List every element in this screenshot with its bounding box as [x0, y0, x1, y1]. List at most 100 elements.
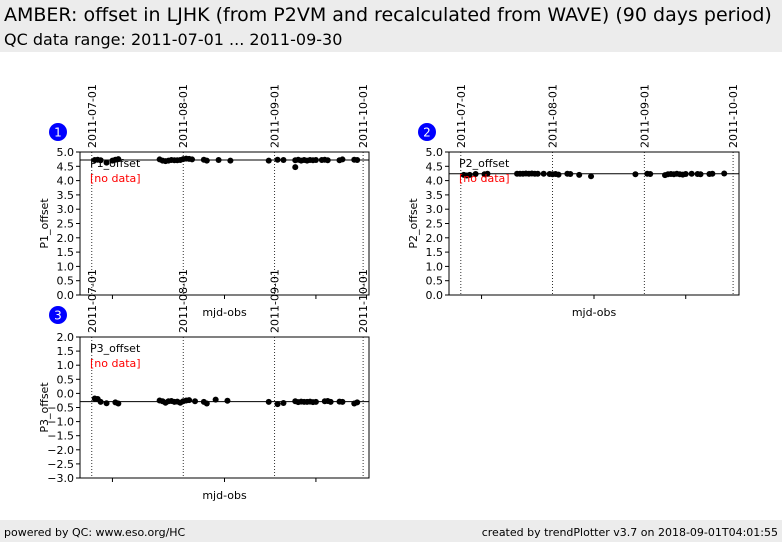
data-point	[312, 398, 319, 405]
y-tick-label: 4.0	[57, 175, 75, 188]
chart-panel-2: 2011-07-01 2011-08-01 2011-09-01 2011-10-01…	[407, 84, 740, 319]
date-tick-label: 2011-07-01	[455, 84, 468, 148]
y-tick-label: −3.0	[47, 472, 74, 485]
footer: powered by QC: www.eso.org/HC created by…	[0, 520, 782, 542]
data-point	[97, 157, 104, 164]
data-point	[212, 396, 219, 403]
x-axis-label: mjd-obs	[572, 306, 617, 319]
panel-number: 1	[54, 126, 62, 140]
chart-panel-1: 2011-07-01 2011-08-01 2011-09-01 2011-10-01…	[38, 84, 370, 319]
data-point	[540, 170, 547, 177]
footer-credit: powered by QC: www.eso.org/HC	[4, 526, 186, 539]
y-tick-label: 0.5	[57, 275, 75, 288]
panel-number-badge	[49, 306, 67, 324]
y-tick-label: 5.0	[426, 146, 444, 159]
y-tick-label: −1.0	[47, 416, 74, 429]
data-point	[555, 171, 562, 178]
no-data-label: [no data]	[90, 357, 141, 370]
y-tick-label: 1.5	[57, 345, 75, 358]
series-label: P2_offset	[459, 157, 510, 170]
data-point	[339, 156, 346, 163]
y-tick-label: 2.0	[57, 232, 75, 245]
y-tick-label: 3.0	[57, 203, 75, 216]
no-data-label: [no data]	[459, 172, 510, 185]
y-tick-label: 4.5	[57, 160, 75, 173]
footer-generator: created by trendPlotter v3.7 on 2018-09-…	[481, 526, 778, 539]
date-tick-label: 2011-10-01	[727, 84, 740, 148]
y-tick-label: 3.5	[426, 189, 444, 202]
data-point	[265, 398, 272, 405]
series-label: P3_offset	[90, 342, 141, 355]
date-tick-label: 2011-08-01	[177, 269, 190, 333]
y-tick-label: 3.5	[57, 189, 75, 202]
panel-number-badge	[49, 123, 67, 141]
data-point	[189, 156, 196, 163]
y-tick-label: 1.0	[57, 260, 75, 273]
y-tick-label: 0.0	[57, 289, 75, 302]
y-axis-label: P1_offset	[38, 198, 51, 249]
data-point	[292, 164, 299, 171]
data-point	[97, 398, 104, 405]
data-point	[567, 171, 574, 178]
data-point	[354, 399, 361, 406]
data-point	[339, 398, 346, 405]
x-axis-label: mjd-obs	[202, 306, 247, 319]
data-point	[484, 170, 491, 177]
data-point	[576, 171, 583, 178]
y-tick-label: −2.0	[47, 444, 74, 457]
page-subtitle: QC data range: 2011-07-01 ... 2011-09-30	[4, 30, 343, 49]
data-point	[682, 171, 689, 178]
data-point	[203, 157, 210, 164]
y-tick-label: 0.0	[426, 289, 444, 302]
data-point	[534, 170, 541, 177]
y-tick-label: 1.0	[57, 359, 75, 372]
y-tick-label: 2.0	[426, 232, 444, 245]
data-point	[186, 397, 193, 404]
date-tick-label: 2011-08-01	[177, 84, 190, 148]
y-tick-label: 0.5	[57, 373, 75, 386]
data-point	[227, 157, 234, 164]
panel-number: 3	[54, 309, 62, 323]
plot-frame	[79, 151, 370, 296]
data-point	[632, 171, 639, 178]
data-point	[115, 400, 122, 407]
data-point	[324, 157, 331, 164]
data-point	[466, 171, 473, 178]
x-axis-label: mjd-obs	[202, 489, 247, 502]
y-tick-label: −1.5	[47, 430, 74, 443]
data-point	[697, 171, 704, 178]
y-tick-label: −0.5	[47, 402, 74, 415]
page-title: AMBER: offset in LJHK (from P2VM and rec…	[4, 4, 772, 26]
y-tick-label: 1.0	[426, 260, 444, 273]
data-point	[688, 170, 695, 177]
data-point	[280, 157, 287, 164]
data-point	[721, 170, 728, 177]
panel-number-badge	[418, 123, 436, 141]
plots-area: 2011-07-01 2011-08-01 2011-09-01 2011-10-01…	[38, 84, 740, 502]
y-tick-label: 4.0	[426, 175, 444, 188]
y-tick-label: −2.5	[47, 458, 74, 471]
data-point	[215, 157, 222, 164]
data-point	[274, 156, 281, 163]
header: AMBER: offset in LJHK (from P2VM and rec…	[0, 0, 782, 52]
date-tick-label: 2011-07-01	[86, 269, 99, 333]
y-axis-label: P3_offset	[38, 382, 51, 433]
data-point	[354, 157, 361, 164]
date-tick-label: 2011-08-01	[547, 84, 560, 148]
date-tick-label: 2011-09-01	[269, 84, 282, 148]
plot-frame	[79, 336, 370, 479]
date-tick-label: 2011-09-01	[269, 269, 282, 333]
y-tick-label: 2.5	[57, 218, 75, 231]
no-data-label: [no data]	[90, 172, 141, 185]
date-tick-label: 2011-10-01	[357, 269, 370, 333]
data-point	[192, 398, 199, 405]
data-point	[224, 397, 231, 404]
data-point	[327, 398, 334, 405]
y-tick-label: 2.0	[57, 331, 75, 344]
y-axis-label: P2_offset	[407, 198, 420, 249]
chart-panel-3: 2011-07-01 2011-08-01 2011-09-01 2011-10-01…	[38, 269, 370, 502]
data-point	[588, 173, 595, 180]
data-point	[274, 401, 281, 408]
date-tick-label: 2011-10-01	[357, 84, 370, 148]
data-point	[472, 171, 479, 178]
